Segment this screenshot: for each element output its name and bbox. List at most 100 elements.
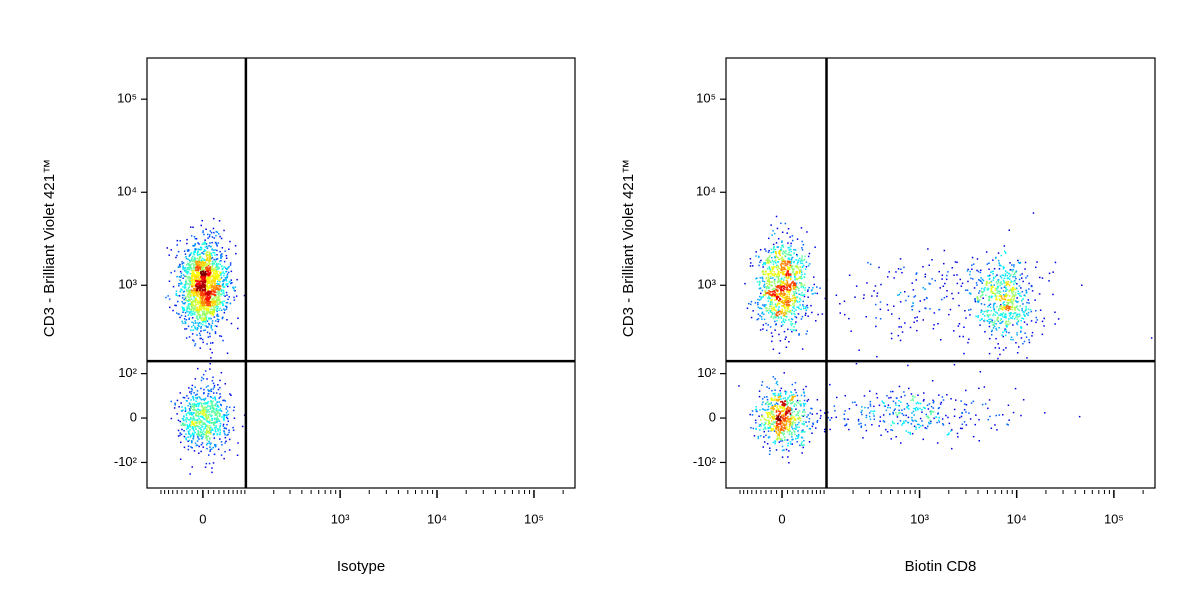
event-dot [774,260,776,262]
event-dot [199,280,201,283]
event-dot [201,267,204,269]
event-dot [801,292,803,294]
event-dot [208,258,211,260]
event-dot [192,293,195,295]
event-dot [223,311,226,314]
event-dot [907,404,910,407]
event-dot [170,249,172,251]
event-dot [773,312,776,314]
event-dot [190,258,193,261]
event-dot [801,247,803,249]
event-dot [793,300,796,302]
event-dot [215,270,217,273]
event-dot [782,246,785,248]
event-dot [771,309,773,312]
event-dot [795,284,797,287]
event-dot [985,281,988,283]
event-dot [790,250,792,253]
event-dot [961,423,964,425]
event-dot [208,279,210,281]
event-dot [199,430,202,433]
event-dot [190,259,192,262]
event-dot [781,449,784,452]
event-dot [796,286,799,289]
event-dot [783,306,786,309]
event-dot [209,390,211,392]
event-dot [205,273,207,276]
event-dot [792,396,795,398]
event-dot [963,408,966,411]
event-dot [206,267,208,270]
event-dot [190,252,192,255]
event-dot [188,317,190,320]
event-dot [1000,281,1002,283]
event-dot [919,417,922,420]
event-dot [204,285,207,287]
event-dot [1009,313,1012,315]
event-dot [960,400,962,402]
event-dot [987,316,990,318]
event-dot [216,262,218,265]
event-dot [797,435,800,437]
event-dot [790,248,792,251]
event-dot [192,255,194,258]
event-dot [195,266,197,268]
event-dot [771,288,774,291]
event-dot [183,435,186,438]
event-dot [808,252,811,255]
event-dot [187,445,190,447]
event-dot [227,420,229,422]
event-dot [191,285,193,288]
event-dot [767,291,769,294]
event-dot [172,309,174,312]
event-dot [186,300,189,302]
event-dot [198,264,201,267]
event-dot [779,389,781,392]
event-dot [994,424,996,426]
event-dot [914,419,916,422]
event-dot [219,413,222,415]
event-dot [777,423,780,425]
event-dot [208,286,211,288]
event-dot [988,296,991,299]
event-dot [807,398,810,401]
event-dot [1030,320,1033,322]
event-dot [188,276,190,278]
event-dot [187,311,189,313]
event-dot [190,393,192,395]
event-dot [216,300,218,302]
event-dot [1010,312,1013,314]
event-dot [224,433,226,436]
event-dot [788,293,791,296]
event-dot [927,408,930,410]
event-dot [202,296,205,299]
event-dot [775,266,777,269]
event-dot [190,399,192,401]
event-dot [218,401,221,403]
event-dot [787,260,789,262]
population [744,215,821,354]
event-dot [777,238,780,240]
event-dot [802,286,805,289]
event-dot [965,389,967,392]
event-dot [228,266,230,268]
event-dot [785,313,788,315]
event-dot [200,398,203,401]
event-dot [756,410,758,413]
event-dot [778,419,780,421]
event-dot [770,315,773,317]
event-dot [790,413,792,416]
event-dot [784,273,787,275]
event-dot [225,414,227,416]
event-dot [999,291,1002,293]
event-dot [769,291,771,293]
event-dot [209,242,211,244]
event-dot [219,422,222,425]
event-dot [199,279,202,281]
event-dot [784,311,786,314]
event-dot [1020,327,1023,329]
event-dot [783,330,786,333]
event-dot [986,320,988,322]
event-dot [979,296,982,298]
